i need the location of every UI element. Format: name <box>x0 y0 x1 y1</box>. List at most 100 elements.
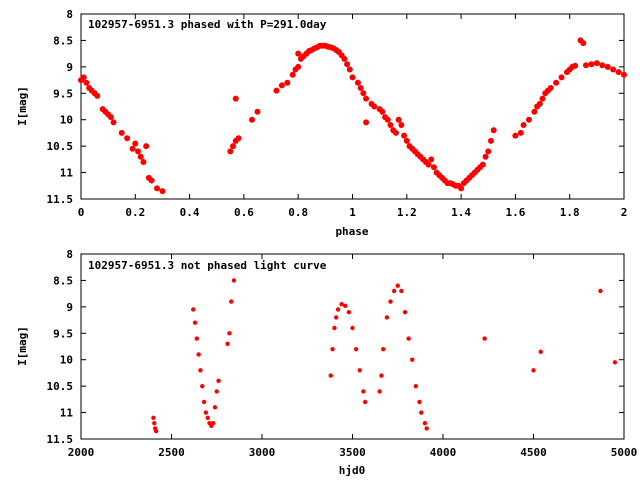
data-point <box>520 122 527 128</box>
data-point <box>424 426 429 431</box>
data-point <box>517 129 524 136</box>
data-point <box>419 410 424 415</box>
data-point <box>192 320 198 325</box>
data-point <box>482 153 489 160</box>
data-point <box>143 143 150 150</box>
x-tick-label: 2000 <box>68 446 95 459</box>
data-point <box>485 148 492 155</box>
data-point <box>118 129 125 136</box>
data-point <box>216 378 221 384</box>
data-point <box>512 132 519 139</box>
data-point <box>406 336 411 341</box>
data-point <box>94 92 101 99</box>
data-point <box>230 143 237 150</box>
data-point <box>525 116 532 123</box>
data-point <box>357 368 362 373</box>
data-point <box>227 148 234 155</box>
y-tick-label: 9.5 <box>53 87 73 100</box>
data-point <box>377 389 382 394</box>
data-point <box>232 95 239 102</box>
x-tick-label: 5000 <box>611 446 638 459</box>
data-point <box>210 420 216 426</box>
unphased-chart-title: 102957-6951.3 not phased light curve <box>88 259 327 272</box>
data-point <box>201 399 207 405</box>
data-point <box>278 82 285 89</box>
y-tick-label: 11.5 <box>47 433 74 446</box>
data-point <box>191 307 196 312</box>
phased-ticks: 0 0.2 0.4 0.6 0.8 1 1.2 1.4 1.6 1.8 2 8 8.5 9 9.5 10 10.… <box>47 8 628 219</box>
data-point <box>198 368 203 373</box>
data-point <box>538 349 543 354</box>
unphased-x-axis-label: hjd0 <box>339 464 366 477</box>
x-tick-label: 4500 <box>520 446 547 459</box>
data-point <box>330 346 335 352</box>
data-point <box>547 85 554 91</box>
data-point <box>110 119 117 126</box>
data-point <box>254 108 261 115</box>
data-point <box>124 135 131 142</box>
data-point <box>235 135 242 142</box>
data-point <box>479 161 486 168</box>
phased-chart-title: 102957-6951.3 phased with P=291.0day <box>88 18 327 31</box>
y-tick-label: 8 <box>66 248 73 261</box>
phased-y-axis-label: I[mag] <box>16 86 29 126</box>
data-point <box>273 87 280 94</box>
data-point <box>284 79 291 86</box>
data-point <box>362 399 368 405</box>
data-point <box>610 66 617 73</box>
data-point <box>132 140 139 147</box>
data-point <box>582 62 589 69</box>
data-point <box>289 71 296 78</box>
data-point <box>357 85 364 91</box>
x-tick-label: 0.4 <box>180 206 200 219</box>
data-point <box>212 405 218 410</box>
data-point <box>612 360 618 365</box>
data-point <box>350 325 355 331</box>
x-tick-label: 1 <box>349 206 356 219</box>
data-point <box>398 122 405 128</box>
data-point <box>384 315 390 320</box>
data-point <box>413 383 419 389</box>
data-point <box>229 299 234 304</box>
data-point <box>572 62 579 69</box>
data-point <box>354 79 361 86</box>
data-point <box>335 307 341 312</box>
unphased-data-points <box>151 278 618 434</box>
data-point <box>151 415 156 421</box>
x-tick-label: 3500 <box>339 446 366 459</box>
x-tick-label: 0.8 <box>288 206 308 219</box>
data-point <box>295 50 302 57</box>
data-point <box>363 95 370 102</box>
unphased-chart: 102957-6951.3 not phased light curve hjd… <box>16 248 637 477</box>
x-tick-label: 1.4 <box>451 206 471 219</box>
x-tick-label: 2 <box>621 206 628 219</box>
y-tick-label: 10 <box>60 354 73 367</box>
y-tick-label: 9 <box>66 61 73 74</box>
data-point <box>339 302 344 307</box>
x-tick-label: 1.6 <box>505 206 525 219</box>
data-point <box>487 137 494 144</box>
phased-chart: 102957-6951.3 phased with P=291.0day pha… <box>16 8 627 238</box>
data-point <box>403 137 410 144</box>
x-tick-label: 3000 <box>249 446 276 459</box>
data-point <box>417 399 422 405</box>
data-point <box>334 315 339 320</box>
data-point <box>531 108 538 115</box>
x-tick-label: 0.6 <box>234 206 254 219</box>
data-point <box>346 66 353 73</box>
data-point <box>205 415 210 421</box>
data-point <box>458 185 465 192</box>
data-point <box>392 129 399 136</box>
data-point <box>387 122 394 128</box>
data-point <box>490 127 497 134</box>
data-point <box>536 100 543 107</box>
data-point <box>401 132 408 139</box>
x-tick-label: 2500 <box>158 446 185 459</box>
data-point <box>371 103 378 110</box>
data-point <box>214 389 219 394</box>
data-point <box>410 357 415 362</box>
data-point <box>137 153 144 160</box>
data-point <box>154 185 161 192</box>
x-tick-label: 0.2 <box>125 206 145 219</box>
data-point <box>395 116 402 123</box>
